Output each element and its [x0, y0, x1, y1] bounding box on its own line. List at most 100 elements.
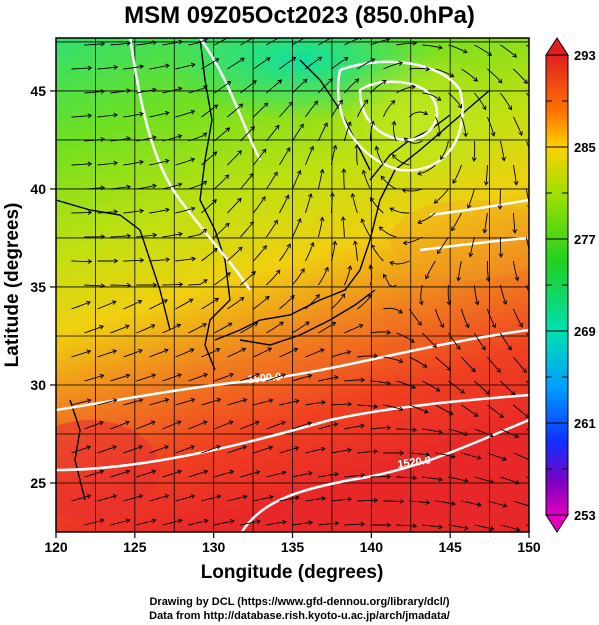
streamline: [331, 351, 351, 358]
streamline: [97, 211, 118, 214]
streamline: [500, 92, 512, 110]
streamline-arrow: [305, 321, 310, 326]
streamline-arrow: [523, 79, 528, 85]
streamline: [71, 495, 91, 502]
streamline: [383, 307, 403, 314]
streamline-arrow: [438, 44, 443, 50]
streamline-arrow: [373, 403, 379, 409]
streamline-arrow: [367, 294, 373, 300]
colorbar-top-arrow: [545, 37, 569, 56]
streamline-arrow: [531, 300, 535, 304]
streamline-arrow: [279, 321, 284, 326]
streamline-arrow: [471, 157, 477, 162]
streamline: [123, 161, 144, 166]
streamline: [253, 347, 272, 358]
streamline: [357, 404, 378, 408]
streamline-arrow: [489, 479, 495, 484]
streamline: [149, 208, 170, 214]
streamline-arrow: [332, 144, 338, 150]
streamline-arrow: [212, 151, 218, 156]
streamline-arrow: [202, 180, 208, 186]
streamline-arrow: [515, 526, 521, 532]
streamline-arrow: [286, 243, 291, 249]
streamline-arrow: [178, 282, 184, 287]
streamline-arrow: [216, 397, 222, 403]
streamline-arrow: [139, 257, 145, 263]
streamline: [266, 171, 278, 190]
streamline-arrow: [412, 40, 418, 46]
streamline: [201, 348, 220, 358]
streamline: [227, 103, 243, 118]
streamline: [409, 500, 430, 504]
colorbar-bottom-arrow: [545, 514, 569, 533]
streamline-arrow: [334, 375, 339, 381]
streamline: [369, 265, 373, 286]
streamline: [240, 421, 260, 430]
streamline-arrow: [152, 232, 158, 238]
streamline-arrow: [295, 495, 300, 501]
streamline-arrow: [189, 348, 195, 353]
streamline-arrow: [502, 300, 508, 306]
streamline-arrow: [462, 48, 468, 54]
streamline-arrow: [373, 497, 379, 503]
streamline-arrow: [308, 520, 314, 526]
streamline: [201, 151, 217, 166]
streamline-arrow: [293, 347, 299, 353]
streamline: [214, 81, 231, 94]
streamline-arrow: [150, 324, 156, 329]
colorbar-label: 261: [574, 416, 596, 431]
streamline-arrow: [309, 145, 315, 151]
streamline-arrow: [152, 282, 158, 288]
streamline-arrow: [165, 207, 170, 213]
streamline-arrow: [112, 398, 118, 404]
streamline: [318, 322, 336, 334]
streamline-arrow: [457, 103, 463, 109]
streamline: [409, 356, 427, 368]
streamline-arrow: [277, 79, 283, 84]
streamline: [370, 197, 384, 214]
streamline-arrow: [268, 398, 274, 404]
x-tick-label: 125: [123, 539, 147, 555]
streamline: [84, 325, 104, 334]
streamline-arrow: [139, 64, 145, 70]
streamline-arrow: [386, 474, 392, 479]
streamline-arrow: [417, 219, 423, 224]
streamline-arrow: [86, 349, 92, 355]
streamline-arrow: [313, 100, 319, 106]
streamline-arrow: [113, 258, 119, 264]
streamline-arrow: [481, 105, 487, 111]
streamline: [84, 421, 104, 430]
streamline-arrow: [476, 502, 482, 507]
streamline-arrow: [238, 103, 244, 109]
streamline: [136, 421, 156, 430]
streamline-arrow: [202, 85, 208, 90]
streamline: [188, 85, 208, 94]
streamline: [162, 470, 182, 478]
streamline-arrow: [202, 279, 208, 284]
streamline: [71, 399, 91, 406]
streamline: [136, 374, 156, 382]
streamline-arrow: [176, 420, 182, 425]
streamline-arrow: [347, 265, 353, 270]
streamline-arrow: [514, 433, 520, 439]
streamline-arrow: [309, 241, 315, 247]
streamline-arrow: [203, 372, 209, 378]
streamline: [214, 174, 230, 190]
contour-line: [429, 198, 529, 217]
streamline-arrow: [515, 480, 521, 485]
streamline-arrow: [347, 401, 353, 407]
streamline: [461, 500, 482, 506]
streamline-arrow: [449, 72, 455, 78]
streamline: [123, 259, 144, 262]
streamline: [292, 123, 304, 142]
streamline-arrow: [308, 471, 313, 476]
streamline: [500, 380, 516, 396]
streamline: [422, 476, 443, 481]
streamline-arrow: [382, 80, 387, 85]
streamline-arrow: [542, 528, 546, 532]
streamline: [343, 169, 345, 190]
streamline: [240, 520, 261, 526]
streamline: [461, 452, 481, 459]
streamline: [253, 102, 269, 118]
